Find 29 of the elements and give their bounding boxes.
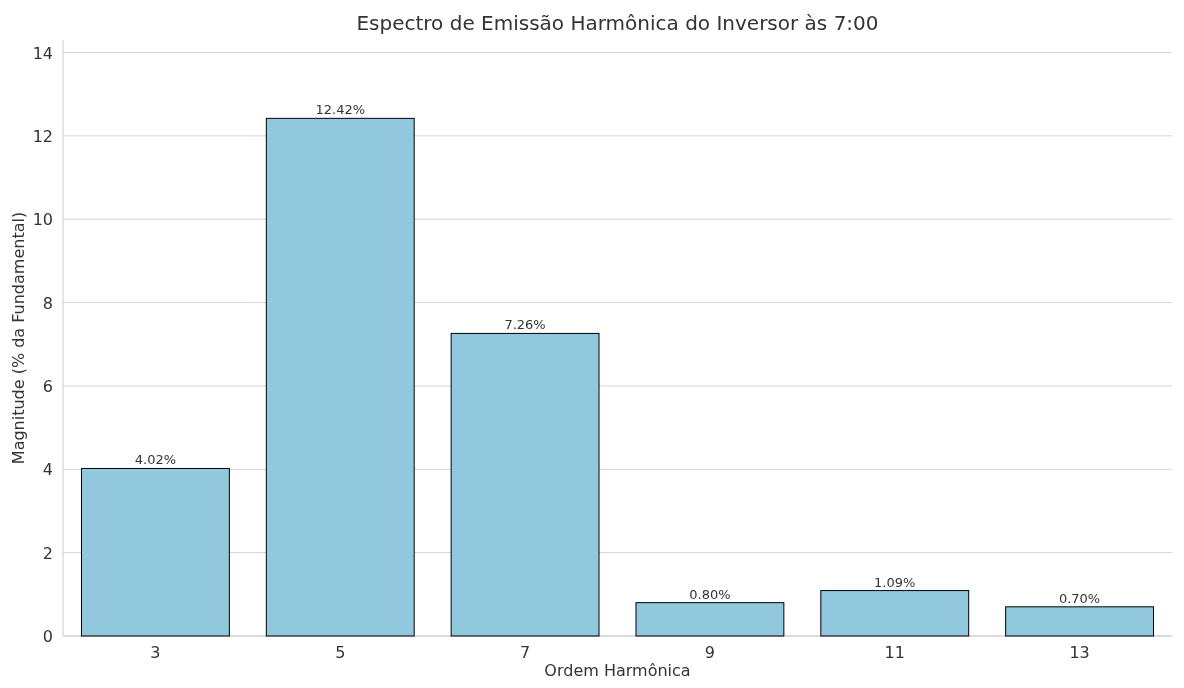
bar bbox=[820, 590, 970, 637]
y-tick-label: 4 bbox=[42, 460, 53, 480]
y-tick-label: 14 bbox=[32, 43, 53, 63]
data-label: 0.80% bbox=[689, 586, 731, 602]
bar bbox=[80, 467, 230, 637]
chart-title: Espectro de Emissão Harmônica do Inversor às 7:00 bbox=[356, 11, 879, 35]
bar bbox=[635, 602, 785, 637]
bar bbox=[1005, 606, 1155, 637]
data-label: 12.42% bbox=[315, 102, 366, 118]
x-tick-label: 7 bbox=[519, 643, 531, 662]
bar bbox=[265, 117, 415, 637]
y-tick-label: 6 bbox=[42, 376, 53, 396]
y-tick-label: 10 bbox=[32, 210, 53, 230]
x-tick-label: 11 bbox=[884, 643, 905, 662]
y-tick-label: 8 bbox=[42, 293, 53, 313]
data-label: 1.09% bbox=[874, 574, 916, 590]
x-tick-label: 5 bbox=[335, 643, 346, 662]
y-tick-label: 0 bbox=[42, 627, 53, 646]
data-label: 0.70% bbox=[1058, 590, 1101, 606]
data-label: 4.02% bbox=[134, 452, 177, 468]
data-label: 7.26% bbox=[504, 317, 546, 333]
y-tick-label: 2 bbox=[42, 543, 53, 563]
x-tick-label: 3 bbox=[150, 643, 161, 662]
x-tick-label: 9 bbox=[704, 643, 716, 662]
y-axis-title: Magnitude (% da Fundamental) bbox=[9, 211, 28, 465]
x-tick-label: 13 bbox=[1069, 643, 1090, 662]
bar bbox=[450, 332, 600, 637]
y-tick-label: 12 bbox=[32, 126, 53, 146]
x-axis-title: Ordem Harmônica bbox=[544, 661, 691, 680]
